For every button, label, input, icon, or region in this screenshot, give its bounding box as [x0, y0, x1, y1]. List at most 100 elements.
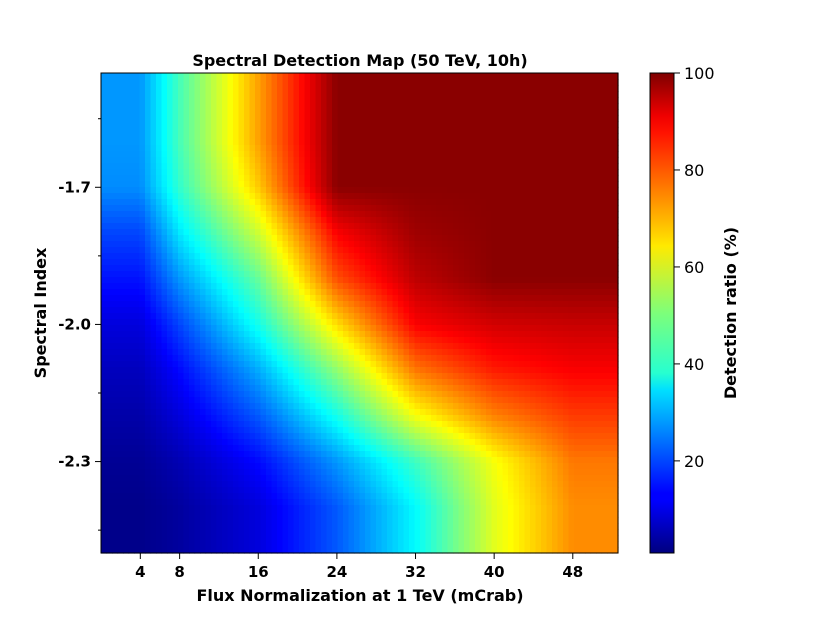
heatmap-cell: [244, 349, 251, 356]
heatmap-cell: [304, 199, 311, 206]
heatmap-cell: [128, 367, 135, 374]
heatmap-cell: [436, 103, 443, 110]
heatmap-cell: [139, 355, 146, 362]
heatmap-cell: [156, 289, 163, 296]
heatmap-cell: [568, 151, 575, 158]
heatmap-cell: [563, 247, 570, 254]
heatmap-cell: [211, 271, 218, 278]
heatmap-cell: [183, 385, 190, 392]
heatmap-cell: [304, 367, 311, 374]
heatmap-cell: [447, 289, 454, 296]
heatmap-cell: [557, 151, 564, 158]
heatmap-cell: [574, 235, 581, 242]
heatmap-cell: [271, 175, 278, 182]
heatmap-cell: [447, 337, 454, 344]
heatmap-cell: [172, 115, 179, 122]
heatmap-cell: [590, 301, 597, 308]
heatmap-cell: [458, 319, 465, 326]
heatmap-cell: [513, 367, 520, 374]
heatmap-cell: [409, 103, 416, 110]
heatmap-cell: [519, 229, 526, 236]
heatmap-cell: [392, 373, 399, 380]
heatmap-cell: [145, 229, 152, 236]
heatmap-cell: [508, 313, 515, 320]
heatmap-cell: [348, 247, 355, 254]
heatmap-cell: [557, 379, 564, 386]
heatmap-cell: [249, 103, 256, 110]
heatmap-cell: [442, 253, 449, 260]
heatmap-cell: [150, 265, 157, 272]
heatmap-cell: [464, 235, 471, 242]
heatmap-cell: [123, 277, 130, 284]
heatmap-cell: [249, 91, 256, 98]
heatmap-cell: [156, 235, 163, 242]
heatmap-cell: [255, 205, 262, 212]
heatmap-cell: [568, 373, 575, 380]
heatmap-cell: [222, 91, 229, 98]
heatmap-cell: [255, 379, 262, 386]
heatmap-cell: [387, 79, 394, 86]
heatmap-cell: [376, 163, 383, 170]
heatmap-cell: [381, 205, 388, 212]
heatmap-cell: [387, 109, 394, 116]
heatmap-cell: [508, 133, 515, 140]
heatmap-cell: [557, 211, 564, 218]
heatmap-cell: [475, 151, 482, 158]
heatmap-cell: [381, 139, 388, 146]
heatmap-cell: [497, 229, 504, 236]
heatmap-cell: [387, 223, 394, 230]
heatmap-cell: [271, 109, 278, 116]
heatmap-cell: [106, 361, 113, 368]
heatmap-cell: [568, 193, 575, 200]
heatmap-cell: [112, 169, 119, 176]
heatmap-cell: [458, 373, 465, 380]
heatmap-cell: [211, 301, 218, 308]
heatmap-cell: [475, 331, 482, 338]
heatmap-cell: [282, 301, 289, 308]
heatmap-cell: [150, 349, 157, 356]
heatmap-cell: [480, 205, 487, 212]
heatmap-cell: [178, 145, 185, 152]
heatmap-cell: [480, 127, 487, 134]
heatmap-cell: [161, 319, 168, 326]
heatmap-cell: [607, 277, 614, 284]
heatmap-cell: [519, 331, 526, 338]
heatmap-cell: [436, 295, 443, 302]
heatmap-cell: [293, 247, 300, 254]
heatmap-cell: [277, 139, 284, 146]
heatmap-cell: [271, 85, 278, 92]
heatmap-cell: [321, 229, 328, 236]
heatmap-cell: [568, 367, 575, 374]
heatmap-cell: [244, 229, 251, 236]
heatmap-cell: [414, 145, 421, 152]
heatmap-cell: [365, 307, 372, 314]
heatmap-cell: [321, 313, 328, 320]
heatmap-cell: [293, 229, 300, 236]
heatmap-cell: [447, 301, 454, 308]
heatmap-cell: [612, 145, 619, 152]
heatmap-cell: [150, 361, 157, 368]
heatmap-cell: [282, 133, 289, 140]
heatmap-cell: [112, 127, 119, 134]
heatmap-cell: [464, 127, 471, 134]
heatmap-cell: [447, 91, 454, 98]
heatmap-cell: [139, 103, 146, 110]
heatmap-cell: [513, 259, 520, 266]
heatmap-cell: [590, 145, 597, 152]
heatmap-cell: [513, 307, 520, 314]
heatmap-cell: [563, 313, 570, 320]
heatmap-cell: [211, 235, 218, 242]
heatmap-cell: [194, 313, 201, 320]
heatmap-cell: [304, 259, 311, 266]
heatmap-cell: [574, 139, 581, 146]
heatmap-cell: [189, 385, 196, 392]
heatmap-cell: [535, 349, 542, 356]
heatmap-cell: [425, 295, 432, 302]
heatmap-cell: [590, 295, 597, 302]
heatmap-cell: [238, 181, 245, 188]
heatmap-cell: [596, 259, 603, 266]
heatmap-cell: [172, 271, 179, 278]
heatmap-cell: [139, 187, 146, 194]
heatmap-cell: [205, 187, 212, 194]
heatmap-cell: [447, 283, 454, 290]
